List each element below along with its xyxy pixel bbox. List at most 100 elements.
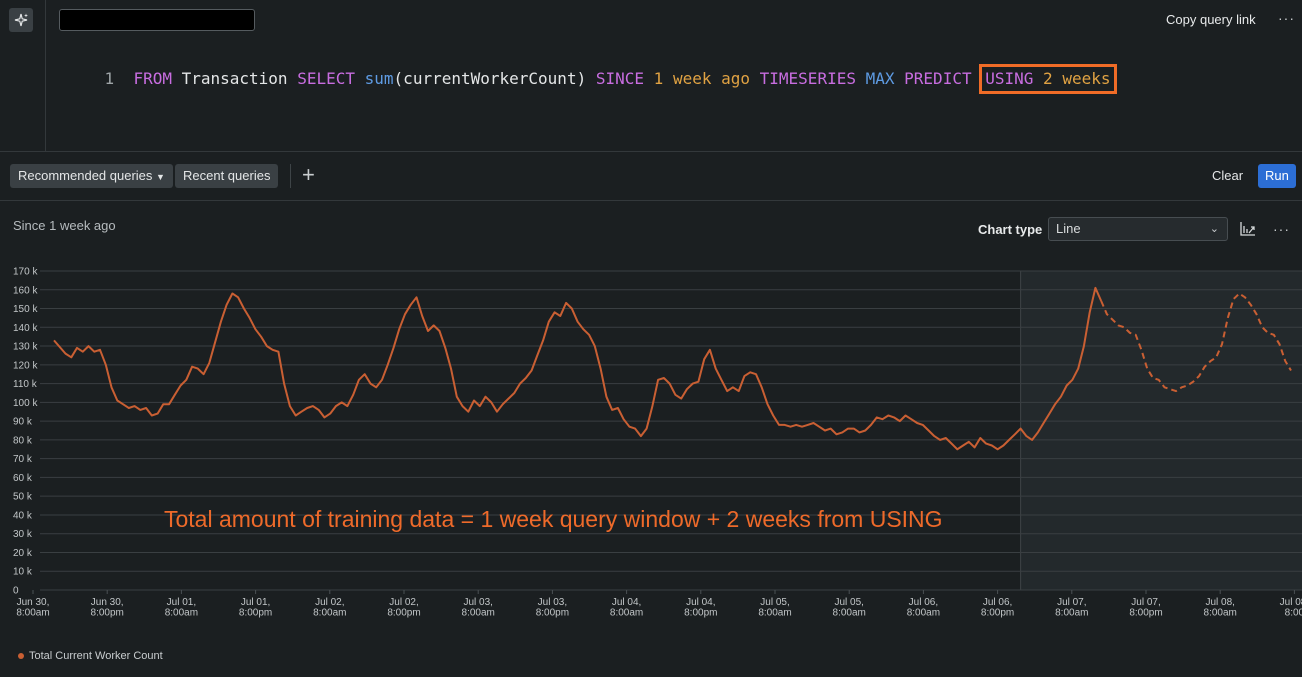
x-tick-label: Jul 06, xyxy=(909,597,938,608)
y-tick-label: 110 k xyxy=(13,379,38,390)
y-tick-label: 150 k xyxy=(13,304,38,315)
training-data-annotation: Total amount of training data = 1 week q… xyxy=(164,506,943,532)
x-tick-label: 8:00am xyxy=(833,608,866,619)
redacted-account-field xyxy=(59,9,255,31)
x-tick-label: 8:00pm xyxy=(239,608,272,619)
query-token: FROM xyxy=(133,69,172,88)
x-tick-label: 8:00am xyxy=(462,608,495,619)
x-tick-label: Jul 01, xyxy=(241,597,270,608)
x-tick-label: 8:00am xyxy=(1055,608,1088,619)
y-tick-label: 160 k xyxy=(13,285,38,296)
chart-settings-icon[interactable] xyxy=(1239,220,1257,238)
legend-label: Total Current Worker Count xyxy=(29,650,163,662)
query-token: PREDICT xyxy=(904,69,972,88)
query-token xyxy=(1033,69,1043,88)
y-tick-label: 100 k xyxy=(13,398,38,409)
query-token: (currentWorkerCount) xyxy=(393,69,596,88)
x-tick-label: 8:00am xyxy=(907,608,940,619)
x-tick-label: Jul 08, xyxy=(1205,597,1234,608)
query-token: Transaction xyxy=(171,69,298,88)
y-tick-label: 50 k xyxy=(13,492,33,503)
x-tick-label: Jul 03, xyxy=(463,597,492,608)
editor-more-icon[interactable]: ··· xyxy=(1278,10,1295,26)
legend-color-dot xyxy=(18,653,24,659)
y-tick-label: 170 k xyxy=(13,267,38,278)
forecast-region xyxy=(1020,271,1302,590)
x-tick-label: Jul 07, xyxy=(1057,597,1086,608)
x-tick-label: Jul 05, xyxy=(760,597,789,608)
query-token xyxy=(663,69,673,88)
y-tick-label: 20 k xyxy=(13,548,33,559)
x-tick-label: 8:00pm xyxy=(1129,608,1162,619)
x-tick-label: 8:00pm xyxy=(536,608,569,619)
x-tick-label: Jun 30, xyxy=(17,597,50,608)
y-tick-label: 80 k xyxy=(13,435,33,446)
query-token: 2 xyxy=(1043,69,1053,88)
query-token xyxy=(895,69,905,88)
series-line-actual xyxy=(53,286,1103,451)
x-tick-label: 8:00 xyxy=(1285,608,1302,619)
y-tick-label: 40 k xyxy=(13,510,33,521)
x-tick-label: Jul 01, xyxy=(167,597,196,608)
x-tick-label: 8:00pm xyxy=(981,608,1014,619)
y-tick-label: 60 k xyxy=(13,473,33,484)
query-token xyxy=(750,69,760,88)
y-tick-label: 90 k xyxy=(13,417,33,428)
query-token: MAX xyxy=(865,69,895,88)
clear-button[interactable]: Clear xyxy=(1212,168,1244,183)
query-token xyxy=(644,69,654,88)
y-tick-label: 130 k xyxy=(13,342,38,353)
x-tick-label: Jul 05, xyxy=(834,597,863,608)
run-button[interactable]: Run xyxy=(1258,164,1296,188)
query-token: USING xyxy=(985,69,1034,88)
x-tick-label: Jul 06, xyxy=(983,597,1012,608)
series-line-forecast xyxy=(1100,292,1292,393)
chevron-down-icon: ⌄ xyxy=(1209,223,1219,235)
query-toolbar: Recommended queries ▼ Recent queries + C… xyxy=(0,152,1302,201)
x-tick-label: 8:00am xyxy=(1204,608,1237,619)
line-number: 1 xyxy=(104,69,115,88)
x-tick-label: 8:00am xyxy=(758,608,791,619)
y-tick-label: 0 xyxy=(13,586,19,597)
query-token: sum xyxy=(364,69,394,88)
x-tick-label: 8:00am xyxy=(165,608,198,619)
x-tick-label: 8:00am xyxy=(16,608,49,619)
x-tick-label: 8:00pm xyxy=(387,608,420,619)
query-editor[interactable]: Copy query link ··· 1 FROM Transaction S… xyxy=(0,0,1302,152)
query-token: SINCE xyxy=(595,69,645,88)
x-tick-label: Jun 30, xyxy=(91,597,124,608)
chart-legend[interactable]: Total Current Worker Count xyxy=(18,650,163,662)
x-tick-label: Jul 04, xyxy=(612,597,641,608)
query-text: FROM Transaction SELECT sum(currentWorke… xyxy=(133,69,981,88)
y-tick-label: 30 k xyxy=(13,529,33,540)
recent-queries-button[interactable]: Recent queries xyxy=(175,164,279,188)
x-tick-label: Jul 03, xyxy=(538,597,567,608)
query-token: TIMESERIES xyxy=(759,69,856,88)
query-token xyxy=(856,69,866,88)
x-tick-label: Jul 04, xyxy=(686,597,715,608)
editor-gutter xyxy=(0,0,46,152)
query-line[interactable]: 1 FROM Transaction SELECT sum(currentWor… xyxy=(66,42,1117,116)
query-token: weeks xyxy=(1062,69,1111,88)
y-tick-label: 10 k xyxy=(13,567,33,578)
query-token: SELECT xyxy=(297,69,355,88)
query-token xyxy=(1053,69,1063,88)
using-highlight-box: USING 2 weeks xyxy=(979,64,1117,94)
y-tick-label: 120 k xyxy=(13,360,38,371)
x-tick-label: Jul 02, xyxy=(315,597,344,608)
x-tick-label: Jul 02, xyxy=(389,597,418,608)
timeseries-chart: 0 10 k 20 k 30 k 40 k 50 k 60 k 70 k 80 k 90 k 100… xyxy=(13,267,1302,619)
chevron-down-icon: ▼ xyxy=(156,172,165,182)
time-range-label: Since 1 week ago xyxy=(13,218,116,233)
y-tick-label: 70 k xyxy=(13,454,33,465)
copy-query-link[interactable]: Copy query link xyxy=(1166,12,1256,27)
query-token: 1 xyxy=(653,69,664,88)
recommended-queries-button[interactable]: Recommended queries ▼ xyxy=(10,164,173,188)
chart-type-select[interactable]: Line ⌄ xyxy=(1048,217,1228,241)
query-token xyxy=(355,69,365,88)
add-query-icon[interactable]: + xyxy=(302,162,315,187)
y-tick-label: 140 k xyxy=(13,323,38,334)
chart-more-icon[interactable]: ··· xyxy=(1273,221,1290,237)
x-tick-label: 8:00am xyxy=(313,608,346,619)
ai-assistant-button[interactable] xyxy=(9,8,33,32)
